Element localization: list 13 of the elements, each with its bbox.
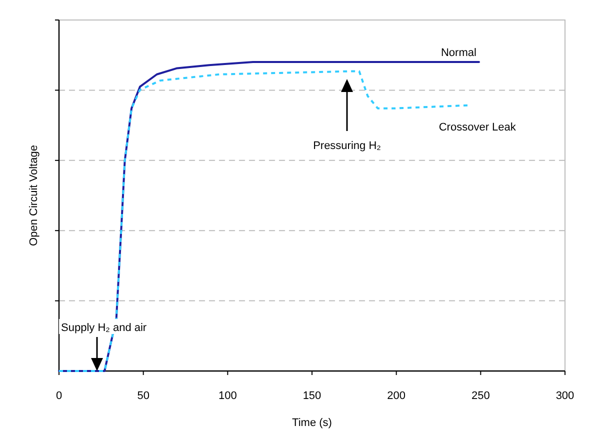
y-axis-title: Open Circuit Voltage [28, 145, 40, 246]
x-tick-label: 200 [387, 390, 406, 402]
series-label: Crossover Leak [438, 121, 516, 134]
x-tick-label: 100 [218, 390, 237, 402]
x-tick-label: 0 [56, 390, 62, 402]
annotation: Supply H₂ and air [61, 322, 147, 334]
annotation: Pressuring H₂ [313, 140, 381, 152]
series-label: Normal [440, 47, 476, 60]
x-tick-label: 150 [302, 390, 322, 402]
x-tick-label: 50 [137, 390, 150, 402]
x-tick-label: 300 [556, 390, 574, 402]
x-tick-label: 250 [471, 390, 490, 402]
x-axis-title: Time (s) [292, 417, 332, 429]
